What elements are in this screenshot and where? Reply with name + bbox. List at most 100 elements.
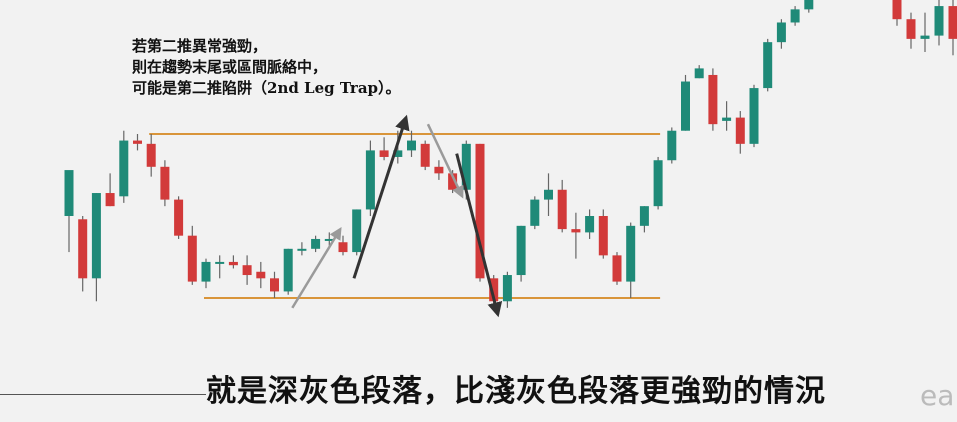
candle <box>906 12 916 49</box>
candle <box>544 173 553 216</box>
candle <box>612 252 622 285</box>
candle <box>311 235 321 253</box>
candle <box>681 74 690 131</box>
candle <box>91 193 101 302</box>
candle-body <box>365 150 375 210</box>
candle <box>379 137 389 161</box>
candle-body <box>557 189 567 230</box>
candle <box>119 130 129 203</box>
candle <box>667 127 677 164</box>
candle <box>297 242 307 256</box>
candle-body <box>448 173 458 190</box>
watermark: ea <box>920 379 955 412</box>
candle-body <box>475 143 485 279</box>
candle-body <box>352 209 362 253</box>
candle <box>790 6 800 26</box>
candle-body <box>119 140 129 197</box>
video-subtitle: 就是深灰色段落，比淺灰色段落更強勁的情況 <box>206 374 826 409</box>
candle <box>530 196 540 230</box>
candle <box>516 225 526 282</box>
candle-body <box>242 265 252 276</box>
candle <box>283 248 293 295</box>
candle <box>776 19 786 49</box>
candle-body <box>338 242 348 253</box>
candle <box>653 156 663 210</box>
candle-body <box>64 170 74 216</box>
candle-body <box>906 19 916 39</box>
candle-body <box>187 235 197 282</box>
candle-body <box>571 229 581 233</box>
candle-body <box>379 150 389 157</box>
candle-body <box>585 216 595 233</box>
candle <box>174 196 184 239</box>
candle-body <box>105 193 115 207</box>
candle <box>160 160 170 207</box>
candle-body <box>639 206 649 226</box>
light-arrow-pullback <box>426 123 464 199</box>
candle <box>557 179 567 233</box>
light-arrow-leg1 <box>291 226 342 309</box>
candle <box>502 271 512 308</box>
candle-body <box>681 81 690 131</box>
candle-body <box>434 166 444 174</box>
dark-arrow-drop <box>455 153 503 318</box>
candle-body <box>598 216 608 256</box>
candle-body <box>948 6 957 39</box>
candle-body <box>78 219 88 279</box>
candle <box>242 255 252 285</box>
candle <box>215 255 225 279</box>
annotation-line-3: 可能是第二推陷阱（2nd Leg Trap）。 <box>132 79 401 97</box>
candle <box>763 38 773 92</box>
candle <box>338 235 348 256</box>
candle <box>146 134 156 177</box>
candle <box>434 160 444 180</box>
subtitle-divider <box>0 394 206 395</box>
candle <box>920 12 930 52</box>
candle <box>105 173 115 207</box>
candle-body <box>393 150 403 157</box>
candle-body <box>763 42 773 89</box>
candle-body <box>612 255 622 282</box>
candle-body <box>461 143 471 190</box>
candle <box>892 0 902 26</box>
candle-body <box>776 22 786 43</box>
annotation-line-1: 若第二推異常強勁， <box>132 37 268 55</box>
dark-arrow-leg2 <box>352 114 410 279</box>
candle <box>133 134 142 151</box>
candle-body <box>407 140 416 151</box>
candle <box>420 140 430 171</box>
candle <box>256 261 266 289</box>
candle-body <box>920 35 930 39</box>
candle-body <box>790 9 800 23</box>
candle <box>64 170 74 253</box>
candle-body <box>160 166 170 200</box>
candle-body <box>653 160 663 207</box>
candle <box>735 111 745 154</box>
candle <box>749 84 759 148</box>
annotation-text: 若第二推異常強勁， 則在趨勢末尾或區間脈絡中， 可能是第二推陷阱（2nd Leg… <box>132 36 401 99</box>
candle <box>708 68 718 131</box>
candle <box>804 0 814 13</box>
annotation-line-2: 則在趨勢末尾或區間脈絡中， <box>132 58 328 76</box>
candle-body <box>91 193 101 279</box>
candle <box>324 232 334 246</box>
candle <box>639 206 649 233</box>
candle-body <box>270 278 279 292</box>
candle-body <box>502 275 512 302</box>
candle <box>475 143 485 282</box>
candle <box>571 212 581 259</box>
candle-body <box>228 261 238 266</box>
candle-body <box>174 199 184 236</box>
candle-body <box>735 117 745 144</box>
candle-body <box>146 143 156 167</box>
candle-body <box>544 189 553 200</box>
candle-body <box>749 88 759 144</box>
candle-body <box>311 238 321 249</box>
candle <box>598 209 608 259</box>
candle-body <box>283 248 293 292</box>
candle-body <box>694 68 704 79</box>
candle-body <box>516 225 526 276</box>
candle-body <box>892 0 902 20</box>
candle <box>352 209 362 256</box>
